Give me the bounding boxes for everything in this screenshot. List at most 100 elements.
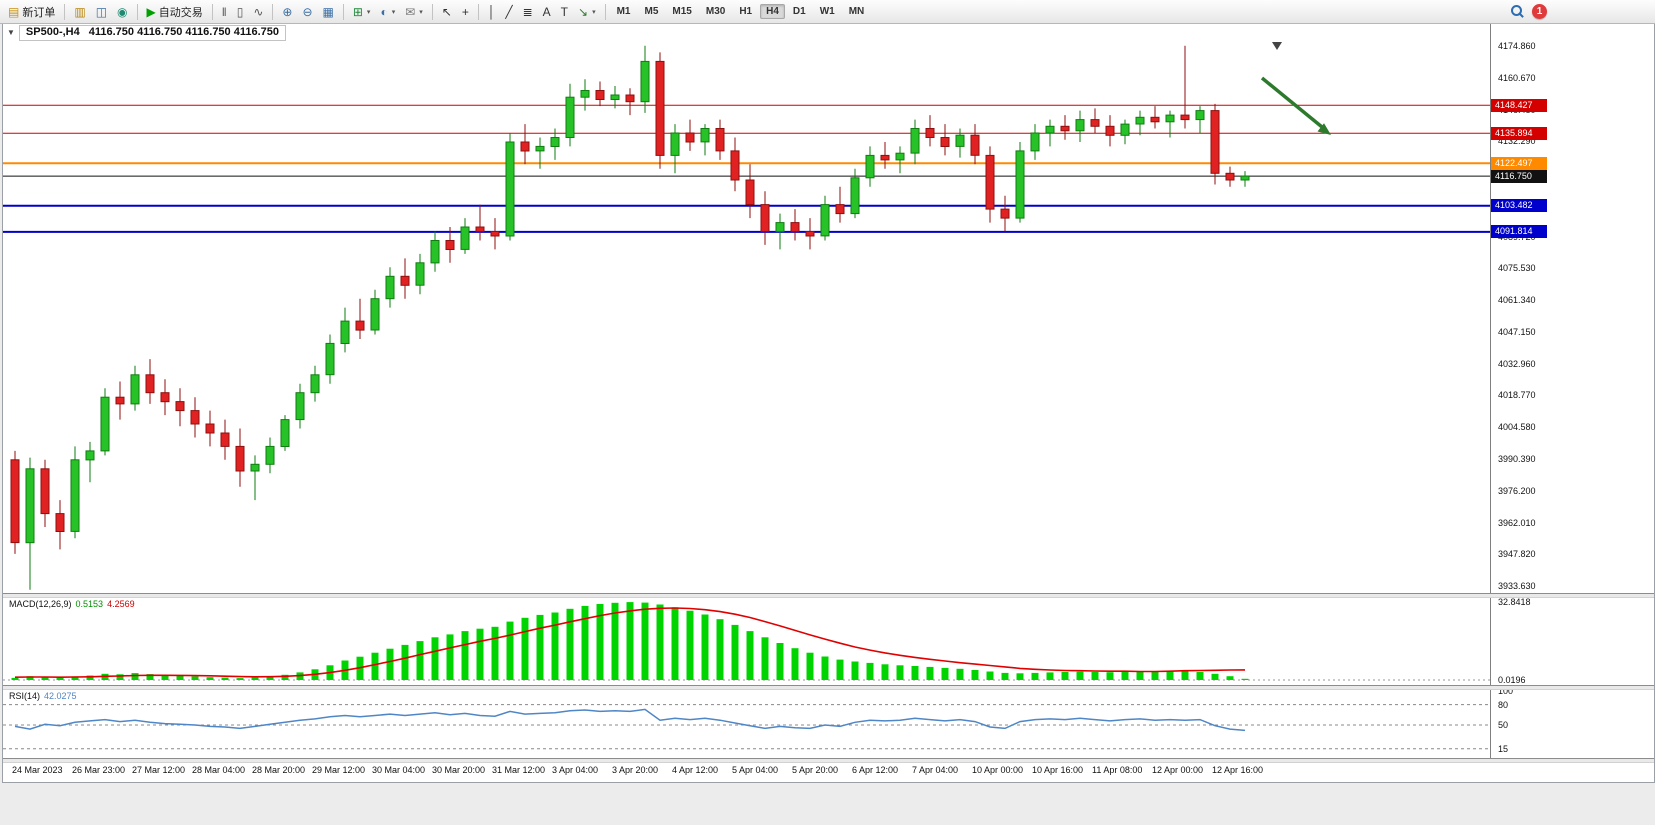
search-icon[interactable] xyxy=(1511,5,1524,18)
zoom-out-icon: ⊖ xyxy=(302,4,313,19)
cursor-button[interactable]: ↖ xyxy=(438,1,456,22)
line-chart-button[interactable]: ∿ xyxy=(249,1,267,22)
fibonacci-button[interactable]: ≣ xyxy=(519,1,537,22)
time-axis-label: 28 Mar 20:00 xyxy=(252,765,306,775)
candle xyxy=(445,240,455,250)
chart-title-box: SP500-,H4 4116.750 4116.750 4116.750 411… xyxy=(18,24,286,41)
crosshair-icon: + xyxy=(461,4,469,19)
macd-histogram-bar xyxy=(41,676,49,680)
timeframe-W1[interactable]: W1 xyxy=(814,4,841,19)
timeframe-H1[interactable]: H1 xyxy=(733,4,758,19)
macd-histogram-bar xyxy=(1091,671,1099,680)
rsi-value: 42.0275 xyxy=(44,691,77,701)
indicators-caret-icon[interactable]: ▾ xyxy=(366,8,371,16)
candle xyxy=(460,226,470,250)
text-tool-button[interactable]: A xyxy=(539,1,555,22)
macd-histogram-bar xyxy=(611,602,619,680)
resistance-line-1-price-tag: 4148.427 xyxy=(1491,99,1547,112)
bar-chart-button[interactable]: ‖ xyxy=(218,1,231,22)
panel-splitter[interactable] xyxy=(3,758,1654,763)
macd-histogram-bar xyxy=(161,675,169,680)
macd-histogram-bar xyxy=(431,637,439,681)
macd-histogram-bar xyxy=(1121,671,1129,680)
macd-histogram-bar xyxy=(221,677,229,680)
macd-histogram-bar xyxy=(566,608,574,681)
rsi-axis-label: 80 xyxy=(1498,700,1509,710)
zoom-in-button[interactable]: ⊕ xyxy=(278,1,296,22)
timeframe-M5[interactable]: M5 xyxy=(639,4,665,19)
timeframe-D1[interactable]: D1 xyxy=(787,4,812,19)
macd-histogram-bar xyxy=(71,676,79,680)
vertical-line-button[interactable]: │ xyxy=(484,1,500,22)
shapes-button[interactable]: ↘ ▾ xyxy=(574,1,600,22)
timeframe-H4[interactable]: H4 xyxy=(760,4,785,19)
candle xyxy=(850,177,860,215)
panel-splitter[interactable] xyxy=(3,593,1654,598)
toolbar-separator xyxy=(431,3,433,20)
candle xyxy=(55,513,65,533)
candle xyxy=(10,459,20,544)
notifications-badge[interactable]: 1 xyxy=(1532,4,1547,19)
shapes-caret-icon[interactable]: ▾ xyxy=(592,8,596,16)
macd-indicator-chart[interactable] xyxy=(3,596,1490,685)
label-tool-button[interactable]: T xyxy=(557,1,572,22)
macd-histogram-bar xyxy=(551,612,559,680)
annotation-arrow-head[interactable] xyxy=(1317,123,1332,135)
profiles-button[interactable]: ▥ xyxy=(70,1,89,22)
candle xyxy=(880,154,890,161)
candle xyxy=(670,132,680,156)
periods-button[interactable]: ◐ ▾ xyxy=(376,1,399,22)
macd-name: MACD(12,26,9) xyxy=(9,599,72,609)
macd-histogram-bar xyxy=(266,676,274,680)
trendline-button[interactable]: ╱ xyxy=(501,1,516,22)
candle xyxy=(310,374,320,394)
crosshair-button[interactable]: + xyxy=(458,1,473,22)
candle xyxy=(745,179,755,206)
templates-caret-icon[interactable]: ▾ xyxy=(419,8,423,16)
trendline-icon: ╱ xyxy=(505,4,513,19)
price-axis-label: 4174.860 xyxy=(1498,41,1536,51)
panel-splitter[interactable] xyxy=(3,685,1654,690)
candle xyxy=(835,204,845,215)
charts-window-button[interactable]: ◫ xyxy=(92,1,111,22)
tile-windows-button[interactable]: ▦ xyxy=(319,1,338,22)
timeframe-M1[interactable]: M1 xyxy=(611,4,637,19)
chart-ohlc-values: 4116.750 4116.750 4116.750 4116.750 xyxy=(88,25,279,38)
chart-shift-marker-icon[interactable] xyxy=(1272,42,1282,50)
time-axis-label: 7 Apr 04:00 xyxy=(912,765,959,775)
charts-window-icon: ◫ xyxy=(95,4,108,19)
tile-windows-icon: ▦ xyxy=(322,4,334,19)
candle xyxy=(640,60,650,103)
candle xyxy=(895,152,905,161)
indicators-button[interactable]: ⊞ ▾ xyxy=(349,1,375,22)
candlestick-chart-button[interactable]: ▯ xyxy=(233,1,248,22)
market-watch-button[interactable]: ◉ xyxy=(113,1,131,22)
time-axis-label: 5 Apr 20:00 xyxy=(792,765,839,775)
zoom-out-button[interactable]: ⊖ xyxy=(298,1,316,22)
support-line-2-price-tag: 4091.814 xyxy=(1491,225,1547,238)
timeframe-M15[interactable]: M15 xyxy=(666,4,697,19)
rsi-indicator-chart[interactable] xyxy=(3,688,1490,758)
templates-button[interactable]: ✉ ▾ xyxy=(401,1,427,22)
candle xyxy=(145,374,155,394)
time-axis[interactable]: 24 Mar 2023 26 Mar 23:00 27 Mar 12:00 28 Ma… xyxy=(3,761,1654,779)
macd-histogram-bar xyxy=(461,631,469,680)
candle xyxy=(760,204,770,233)
candle xyxy=(190,410,200,425)
one-click-trading-collapse-icon[interactable]: ▼ xyxy=(7,28,15,37)
auto-trading-button[interactable]: ▶ 自动交易 xyxy=(143,1,207,22)
candle xyxy=(280,419,290,448)
macd-histogram-bar xyxy=(386,648,394,680)
timeframe-M30[interactable]: M30 xyxy=(700,4,731,19)
annotation-arrow[interactable] xyxy=(1260,76,1324,129)
candle xyxy=(1150,116,1160,123)
new-order-button[interactable]: ▤ 新订单 xyxy=(4,1,59,22)
price-axis[interactable]: 4174.8604160.6704146.4804132.2904118.100… xyxy=(1490,24,1654,761)
periods-caret-icon[interactable]: ▾ xyxy=(391,8,396,16)
time-axis-label: 10 Apr 00:00 xyxy=(972,765,1024,775)
timeframe-MN[interactable]: MN xyxy=(843,4,871,19)
candle xyxy=(355,320,365,331)
macd-histogram-bar xyxy=(911,666,919,680)
candlestick-chart[interactable] xyxy=(3,41,1490,593)
cursor-icon: ↖ xyxy=(441,4,452,19)
